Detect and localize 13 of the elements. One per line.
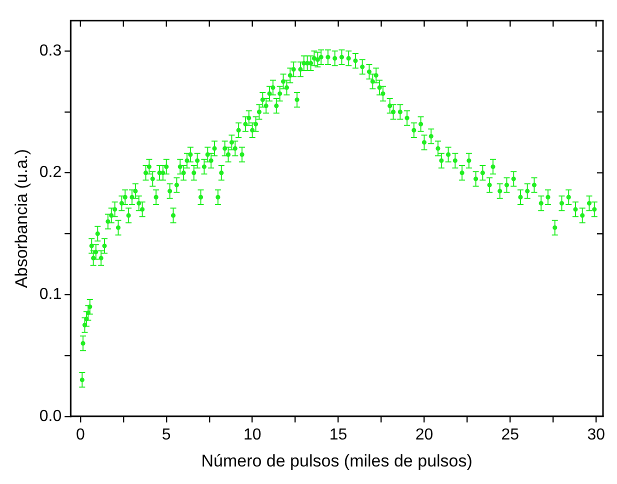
y-axis-title: Absorbancia (u.a.) xyxy=(12,149,31,288)
x-tick-label: 30 xyxy=(587,426,606,444)
y-tick-label: 0.1 xyxy=(39,286,62,304)
x-tick-label: 5 xyxy=(162,426,171,444)
x-tick-label: 10 xyxy=(243,426,262,444)
y-tick-label: 0.3 xyxy=(39,42,62,60)
x-tick-label: 0 xyxy=(76,426,85,444)
x-tick-label: 20 xyxy=(415,426,434,444)
x-tick-label: 25 xyxy=(501,426,520,444)
x-axis-title: Número de pulsos (miles de pulsos) xyxy=(201,451,472,470)
y-tick-label: 0.0 xyxy=(39,408,62,425)
y-tick-label: 0.2 xyxy=(39,164,62,182)
x-tick-label: 15 xyxy=(329,426,348,444)
